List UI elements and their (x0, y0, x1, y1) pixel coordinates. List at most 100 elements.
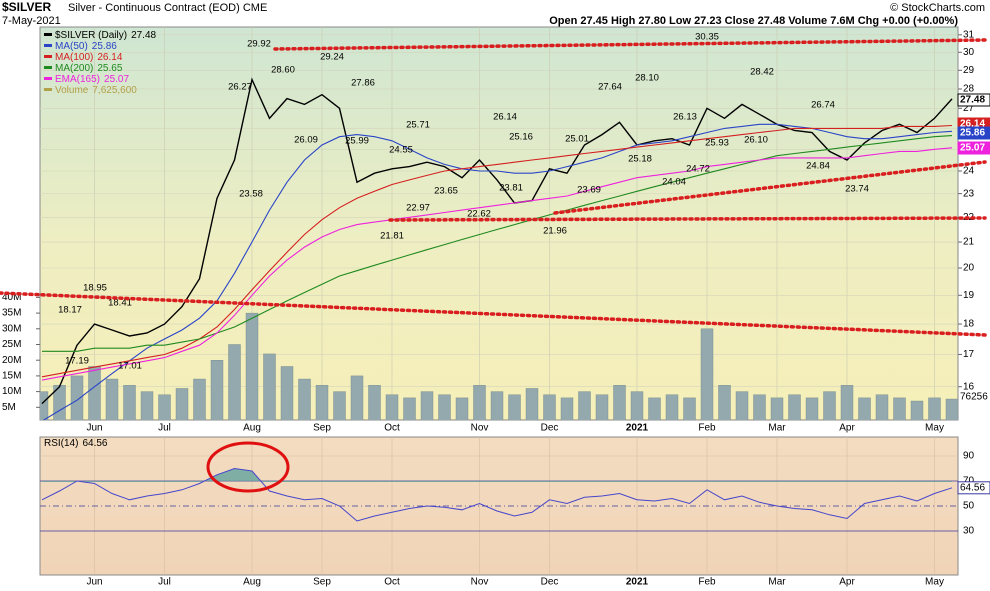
x-tick-label: May (925, 423, 944, 434)
price-annotation: 24.55 (389, 145, 413, 156)
volume-bar (88, 366, 101, 420)
value-box (957, 93, 990, 107)
volume-bar (945, 398, 958, 420)
price-annotation: 25.16 (509, 132, 533, 143)
price-annotation: 28.60 (271, 65, 295, 76)
price-annotation: 23.74 (845, 184, 869, 195)
price-annotation: 26.13 (673, 112, 697, 123)
volume-bar (630, 391, 644, 420)
legend-entry: MA(100) 26.14 (55, 52, 123, 63)
price-annotation: 26.27 (228, 82, 252, 93)
x-tick-label: Dec (541, 423, 559, 434)
legend-entry: MA(50) 25.86 (55, 41, 117, 52)
y-tick-label: 30 (963, 526, 975, 537)
volume-bar (840, 385, 854, 420)
volume-bar (123, 385, 136, 420)
price-annotation: 21.96 (543, 226, 567, 237)
legend-value: 26.14 (97, 52, 122, 63)
legend-name: $SILVER (Daily) (55, 30, 127, 41)
legend-value: 25.86 (92, 41, 117, 52)
legend-name: Volume (55, 85, 89, 96)
y-tick-label: 90 (963, 451, 975, 462)
volume-bar (805, 397, 819, 420)
volume-bar (735, 391, 749, 420)
legend-value: 25.65 (97, 63, 122, 74)
x-tick-label: Apr (839, 577, 855, 588)
price-annotation: 23.65 (434, 186, 458, 197)
volume-bar (578, 391, 591, 420)
volume-bar (823, 391, 836, 420)
price-annotation: 21.81 (380, 231, 404, 242)
volume-bar (910, 400, 924, 420)
volume-bar (753, 394, 766, 420)
value-box-label: 27.48 (960, 95, 985, 106)
x-tick-label: May (925, 577, 944, 588)
volume-bar (788, 394, 801, 420)
price-annotation: 29.92 (247, 39, 271, 50)
y-tick-label: 18 (963, 319, 975, 330)
volume-bar (210, 360, 224, 420)
y2-tick-label: 10M (2, 386, 21, 397)
legend-swatch (44, 66, 52, 69)
x-tick-label: Apr (839, 423, 855, 434)
y2-tick-label: 35M (2, 308, 21, 319)
volume-bar (298, 378, 311, 420)
legend-swatch (44, 55, 52, 58)
y-tick-label: 19 (963, 290, 975, 301)
y-tick-label: 16 (963, 381, 975, 392)
price-annotation: 28.10 (635, 73, 659, 84)
y2-tick-label: 5M (2, 402, 16, 413)
price-annotation: 28.42 (750, 67, 774, 78)
legend-entry: EMA(165) 25.07 (55, 74, 129, 85)
legend-swatch (44, 77, 52, 80)
volume-bar (438, 394, 451, 420)
x-tick-label: 2021 (626, 577, 649, 588)
x-tick-label: Nov (471, 577, 489, 588)
volume-bar (263, 353, 276, 420)
price-annotation: 23.58 (239, 189, 263, 200)
price-annotation: 25.93 (705, 138, 729, 149)
volume-bar (403, 397, 416, 420)
volume-bar (543, 394, 556, 420)
volume-bar (665, 394, 679, 420)
y-tick-label: 50 (963, 501, 975, 512)
price-annotation: 18.41 (108, 298, 132, 309)
price-annotation: 24.72 (686, 164, 710, 175)
x-tick-label: Jun (86, 423, 102, 434)
trendline (273, 38, 987, 51)
volume-bar (928, 397, 941, 420)
x-tick-label: Mar (768, 577, 786, 588)
legend-value: 64.56 (82, 438, 107, 449)
y-tick-label: 21 (963, 237, 975, 248)
value-box-label: 25.07 (960, 143, 985, 154)
volume-bar (175, 388, 189, 420)
volume-bar (70, 375, 84, 420)
value-box (957, 141, 990, 155)
legend-entry: RSI(14) 64.56 (44, 438, 108, 449)
price-annotation: 26.09 (294, 135, 318, 146)
price-annotation: 24.84 (806, 161, 830, 172)
legend-name: MA(100) (55, 52, 93, 63)
volume-bar (770, 397, 784, 420)
volume-bar (193, 378, 206, 420)
value-box (957, 126, 990, 140)
price-annotation: 18.17 (58, 305, 82, 316)
x-tick-label: Jul (158, 423, 171, 434)
value-box (957, 481, 990, 495)
symbol: $SILVER (2, 0, 51, 14)
y-tick-label: 27 (963, 103, 975, 114)
copyright: © StockCharts.com (890, 2, 985, 14)
legend-entry: MA(200) 25.65 (55, 63, 123, 74)
price-annotation: 23.81 (499, 183, 523, 194)
price-annotation: 17.01 (118, 361, 142, 372)
volume-last-label: 76256 (960, 392, 988, 403)
value-box-label: 64.56 (960, 482, 985, 493)
volume-bar (140, 391, 154, 420)
price-annotation: 26.14 (493, 112, 517, 123)
price-annotation: 29.24 (320, 52, 344, 63)
price-annotation: 22.97 (406, 203, 430, 214)
price-annotation: 25.01 (565, 134, 589, 145)
price-annotation: 27.64 (598, 82, 622, 93)
trendline (0, 291, 987, 337)
